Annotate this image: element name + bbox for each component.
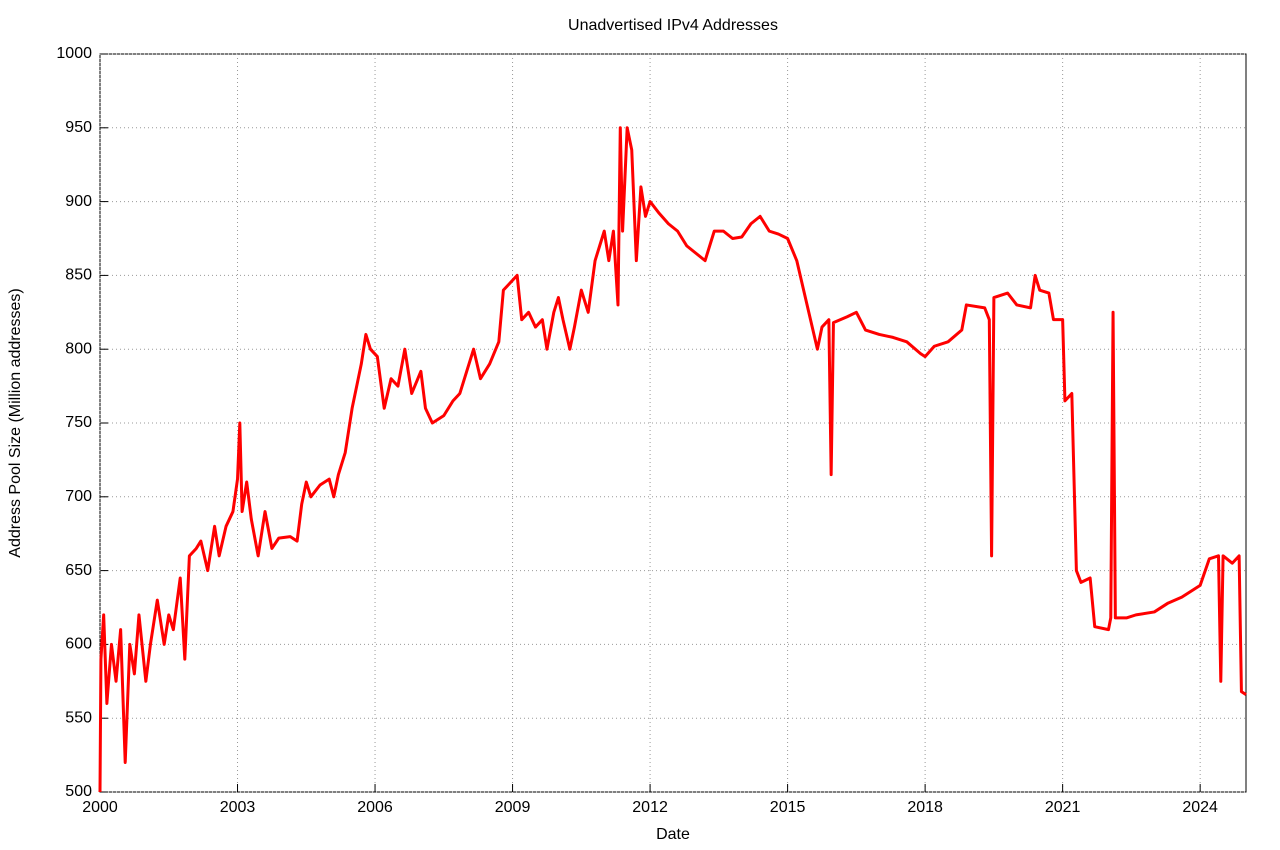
x-tick-label: 2024 bbox=[1182, 799, 1218, 816]
x-tick-label: 2006 bbox=[357, 799, 393, 816]
chart-title: Unadvertised IPv4 Addresses bbox=[568, 17, 778, 34]
y-tick-label: 950 bbox=[65, 119, 92, 136]
y-tick-label: 900 bbox=[65, 193, 92, 210]
y-axis-label: Address Pool Size (Million addresses) bbox=[7, 288, 24, 557]
data-line bbox=[98, 126, 1247, 793]
y-tick-label: 500 bbox=[65, 783, 92, 800]
y-tick-label: 850 bbox=[65, 267, 92, 284]
x-tick-label: 2018 bbox=[907, 799, 943, 816]
y-tick-label: 1000 bbox=[56, 45, 92, 62]
x-tick-label: 2000 bbox=[82, 799, 118, 816]
x-tick-label: 2012 bbox=[632, 799, 668, 816]
x-axis-label: Date bbox=[656, 826, 690, 843]
x-tick-label: 2003 bbox=[220, 799, 256, 816]
y-tick-label: 550 bbox=[65, 709, 92, 726]
x-tick-label: 2021 bbox=[1045, 799, 1081, 816]
x-tick-label: 2015 bbox=[770, 799, 806, 816]
y-tick-label: 700 bbox=[65, 488, 92, 505]
y-tick-label: 750 bbox=[65, 414, 92, 431]
x-tick-label: 2009 bbox=[495, 799, 531, 816]
y-tick-label: 650 bbox=[65, 562, 92, 579]
y-tick-label: 800 bbox=[65, 340, 92, 357]
y-tick-label: 600 bbox=[65, 636, 92, 653]
